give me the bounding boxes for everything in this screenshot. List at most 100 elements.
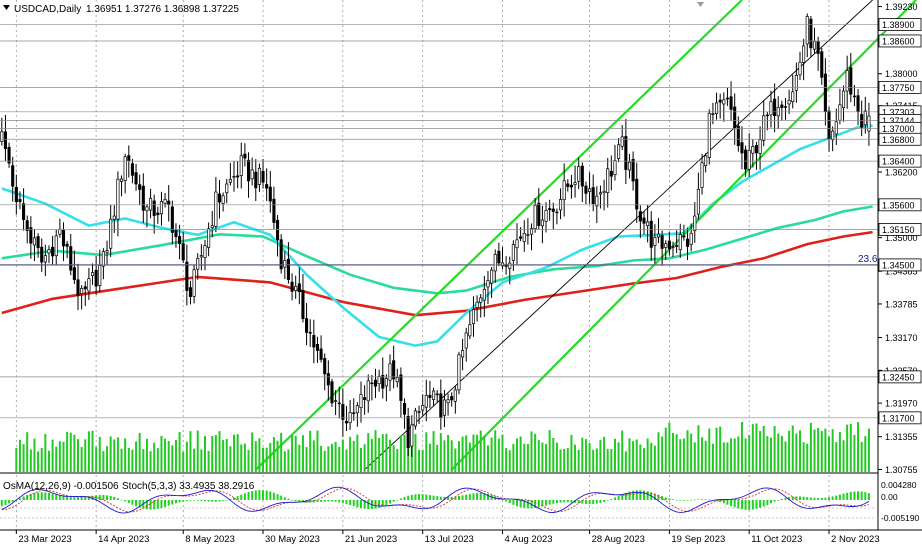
volume-bar <box>802 442 805 472</box>
volume-bar <box>327 446 330 472</box>
candle <box>11 156 15 202</box>
volume-bar <box>298 444 301 472</box>
level-label: 1.38900 <box>882 20 915 30</box>
candle <box>181 231 185 263</box>
candle-body <box>90 272 95 276</box>
candle <box>696 172 700 220</box>
candle-body <box>134 172 138 185</box>
osma-bar <box>389 500 392 504</box>
candle-body <box>319 348 323 360</box>
candle <box>203 239 207 271</box>
candle-body <box>330 381 334 404</box>
osma-bar <box>167 500 170 506</box>
volume-bar <box>378 437 381 472</box>
osma-bar <box>73 497 76 500</box>
osma-bar <box>327 500 330 502</box>
candle <box>533 197 537 233</box>
osma-bar <box>251 491 254 500</box>
candle <box>482 276 486 317</box>
volume-bar <box>352 440 355 472</box>
indicator-header: OsMA(12,26,9) -0.001506 Stoch(5,3,3) 33.… <box>3 481 255 492</box>
level-label: 1.38600 <box>882 36 915 46</box>
level-label-box <box>878 132 922 146</box>
osma-bar <box>316 500 319 503</box>
volume-bar <box>661 436 664 472</box>
volume-bar <box>737 436 740 472</box>
osma-bar <box>233 497 236 500</box>
osma-bar <box>18 498 21 500</box>
osma-bar <box>131 500 134 505</box>
candle <box>14 174 18 215</box>
candle-body <box>707 112 711 158</box>
candle <box>279 234 283 274</box>
osma-bar <box>483 493 486 500</box>
osma-bar <box>4 500 7 506</box>
candle-body <box>167 200 171 205</box>
candle-body <box>646 221 650 227</box>
volume-bar <box>704 440 707 472</box>
candle <box>134 163 138 191</box>
candle <box>261 158 265 189</box>
candle-body <box>370 382 374 385</box>
candle-body <box>225 183 229 194</box>
volume-bar <box>849 423 852 472</box>
candle <box>490 267 494 298</box>
candle <box>301 274 305 323</box>
volume-bar <box>501 434 504 472</box>
osma-bar <box>642 490 645 500</box>
candle-body <box>395 377 399 383</box>
osma-bar <box>769 500 772 504</box>
volume-bar <box>860 441 863 472</box>
candle <box>399 367 403 418</box>
candle-body <box>544 210 548 222</box>
volume-bar <box>40 447 43 472</box>
shift-marker-icon[interactable] <box>697 2 704 7</box>
candle <box>185 244 189 306</box>
osma-bar <box>22 496 25 500</box>
osma-bar <box>704 499 707 500</box>
osma-bar <box>207 500 210 502</box>
price-tick-label: 1.33785 <box>885 299 918 309</box>
volume-bar <box>251 432 254 472</box>
candle <box>714 92 719 120</box>
channel-upper-line[interactable] <box>255 0 743 471</box>
candle-body <box>181 243 185 261</box>
volume-bar <box>283 451 286 472</box>
volume-bar <box>592 449 595 472</box>
candle <box>116 171 120 237</box>
channel-mid-line[interactable] <box>364 0 873 471</box>
candle-body <box>823 73 827 112</box>
candle-body <box>32 237 37 246</box>
volume-bar <box>338 446 341 472</box>
osma-bar <box>385 500 388 506</box>
volume-bar <box>58 441 61 472</box>
candle <box>685 227 690 261</box>
volume-bar <box>548 430 551 472</box>
candle-body <box>417 411 421 413</box>
volume-bar <box>711 443 714 472</box>
date-label: 23 Mar 2023 <box>18 534 71 545</box>
volume-bar <box>309 430 312 472</box>
candle-body <box>515 239 519 249</box>
candle-body <box>236 175 240 178</box>
volume-bar <box>200 449 203 472</box>
osma-bar <box>414 494 417 500</box>
volume-bar <box>759 430 762 472</box>
osma-bar <box>639 490 642 500</box>
volume-bar <box>316 430 319 472</box>
volume-bar <box>66 431 69 472</box>
candle <box>286 242 290 284</box>
dropdown-triangle-icon[interactable] <box>3 5 10 10</box>
osma-bar <box>719 500 722 503</box>
candle-body <box>174 230 178 238</box>
candle <box>359 381 363 423</box>
candle <box>395 368 399 388</box>
candle-body <box>551 208 555 212</box>
osma-bar <box>349 500 352 506</box>
candle <box>435 389 439 403</box>
volume-bar <box>697 425 700 472</box>
volume-bar <box>526 444 529 472</box>
volume-bar <box>262 447 265 472</box>
volume-bar <box>80 447 83 472</box>
